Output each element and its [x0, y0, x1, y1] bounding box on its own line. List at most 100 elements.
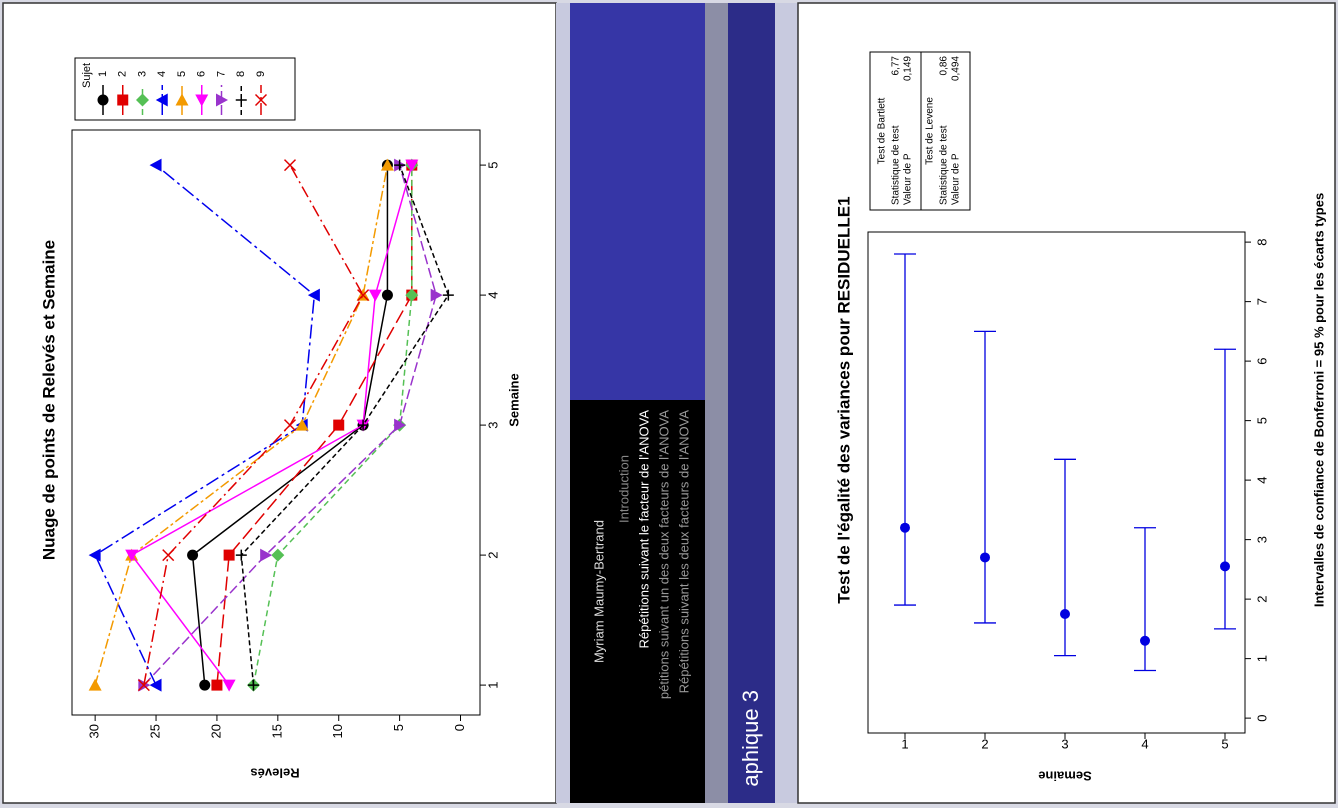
slide-gap: [705, 3, 728, 803]
test-label: Valeur de P: [951, 153, 962, 205]
marker: [125, 549, 139, 562]
marker: [223, 549, 235, 561]
marker: [254, 93, 268, 107]
x-tick-label: 8: [1254, 238, 1269, 245]
point: [1140, 635, 1150, 646]
marker: [307, 288, 320, 302]
nav-section: pétitions suivant un des deux facteurs d…: [656, 410, 671, 699]
x-tick-label: 1: [1254, 655, 1269, 662]
point: [900, 522, 910, 533]
x-tick-label: 6: [1254, 358, 1269, 365]
marker: [283, 419, 297, 432]
test-value: 0,149: [903, 56, 914, 81]
marker: [357, 419, 369, 431]
marker: [260, 548, 273, 562]
marker: [187, 549, 199, 561]
marker: [357, 289, 370, 302]
x-tick-label: 3: [1254, 536, 1269, 543]
marker: [235, 94, 247, 106]
x-tick-label: 2: [1254, 596, 1269, 603]
legend-label: 6: [196, 71, 208, 77]
test-label: Statistique de test: [939, 125, 950, 205]
legend-box: [74, 57, 296, 121]
test-title: Test de Bartlett: [877, 97, 888, 164]
marker: [117, 94, 129, 106]
marker: [235, 549, 247, 561]
marker: [430, 288, 443, 302]
slide-nav-box: [570, 400, 705, 803]
legend-label: 4: [156, 71, 168, 77]
y-tick-label: 30: [87, 724, 102, 738]
marker: [175, 93, 189, 106]
marker: [405, 159, 419, 172]
slide-sidebar: [570, 3, 705, 400]
legend-title: Sujet: [81, 63, 93, 88]
marker: [162, 549, 175, 562]
marker: [247, 679, 259, 691]
y-tick-label: 5: [391, 724, 406, 731]
marker: [211, 679, 223, 691]
test-title: Test de Levene: [925, 97, 936, 165]
y-tick-label: 15: [269, 724, 284, 738]
marker: [442, 289, 454, 301]
test-value: 6,77: [891, 56, 902, 76]
y-tick-label: 25: [147, 724, 162, 738]
y-tick-label: 5: [1221, 736, 1228, 751]
test-label: Statistique de test: [891, 125, 902, 205]
plot-frame: [867, 231, 1246, 734]
nav-section: Introduction: [616, 455, 631, 523]
chart-title: Test de l'égalité des variances pour RES…: [834, 196, 853, 603]
marker: [155, 93, 168, 107]
slide-heading: aphique 3: [738, 690, 763, 787]
y-tick-label: 2: [981, 736, 988, 751]
marker: [149, 678, 162, 692]
x-tick-label: 4: [485, 291, 500, 298]
chart-title: Nuage de points de Relevés et Semaine: [39, 240, 58, 560]
author: Myriam Maumy-Bertrand: [591, 520, 606, 663]
point: [1060, 608, 1070, 619]
x-axis-title: Intervalles de confiance de Bonferroni =…: [1311, 193, 1326, 607]
marker: [295, 418, 309, 431]
legend-label: 9: [255, 71, 267, 77]
marker: [97, 94, 109, 106]
left-slide-panel: [2, 2, 557, 804]
legend-label: 5: [176, 71, 188, 77]
marker: [88, 548, 101, 562]
x-tick-label: 7: [1254, 298, 1269, 305]
test-value: 0,86: [939, 56, 950, 76]
marker: [405, 288, 419, 302]
legend-label: 3: [136, 71, 148, 77]
marker: [394, 418, 407, 432]
marker: [380, 158, 394, 171]
slide-margin: [556, 3, 570, 803]
marker: [222, 679, 236, 692]
marker: [199, 679, 211, 691]
x-tick-label: 3: [485, 421, 500, 428]
marker: [368, 289, 382, 302]
y-tick-label: 10: [330, 724, 345, 738]
legend-label: 7: [215, 71, 227, 77]
nav-section: Répétitions suivant les deux facteurs de…: [676, 410, 691, 694]
test-label: Valeur de P: [903, 153, 914, 205]
y-tick-label: 0: [452, 724, 467, 731]
x-tick-label: 0: [1254, 715, 1269, 722]
test-box: [869, 51, 971, 211]
y-tick-label: 20: [208, 724, 223, 738]
legend-label: 1: [97, 71, 109, 77]
interval-chart: Test de l'égalité des variances pour RES…: [834, 51, 1326, 784]
marker: [333, 419, 345, 431]
slide-margin: [775, 3, 798, 803]
x-tick-label: 5: [1254, 417, 1269, 424]
y-tick-label: 1: [901, 736, 908, 751]
y-axis-title: Relevés: [250, 766, 299, 781]
marker: [149, 158, 162, 172]
legend-label: 8: [235, 71, 247, 77]
plot-frame: [71, 129, 481, 716]
marker: [136, 93, 149, 107]
slide-title-bar: [728, 3, 775, 803]
marker: [216, 93, 228, 107]
scatter-chart: Nuage de points de Relevés et Semaine 1 2 3…: [39, 57, 521, 781]
x-tick-label: 4: [1254, 477, 1269, 484]
y-tick-label: 3: [1061, 736, 1068, 751]
